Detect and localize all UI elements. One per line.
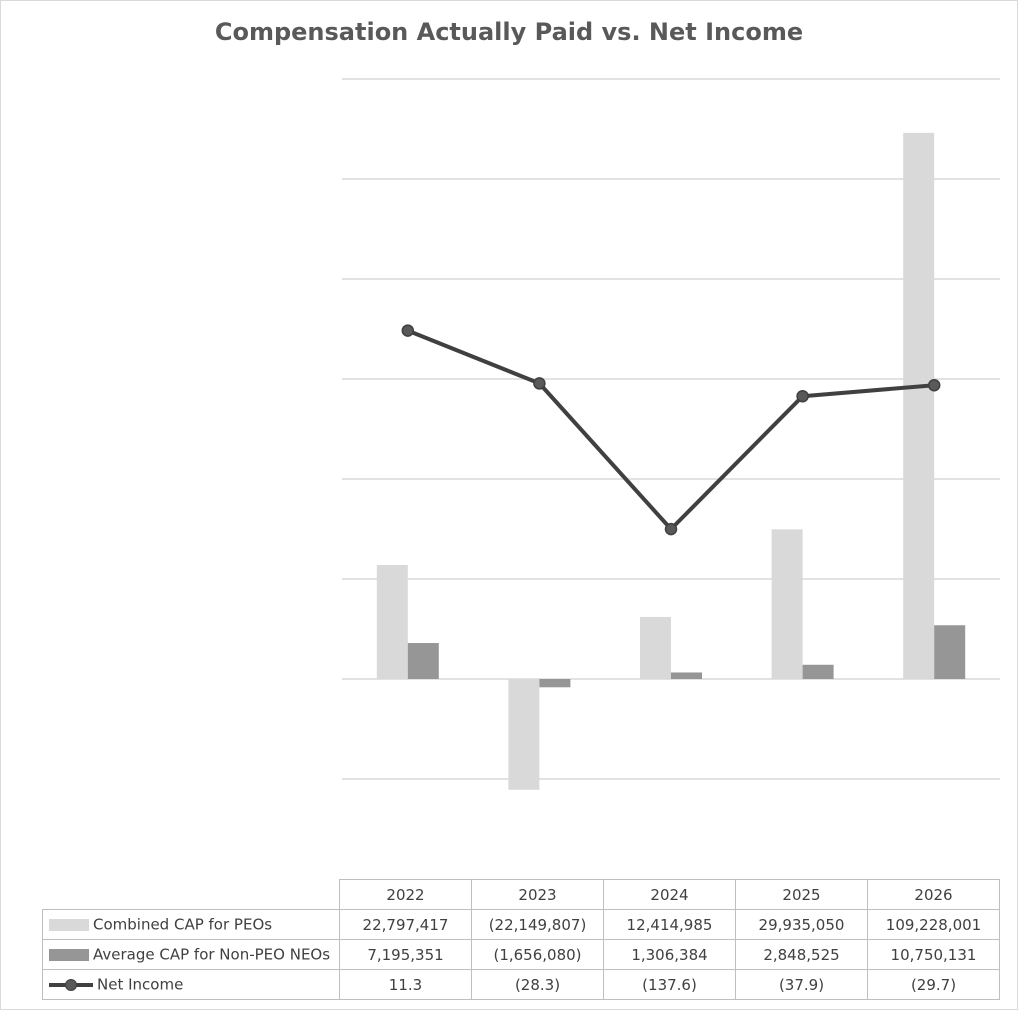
table-header-row: 2022 2023 2024 2025 2026 [42,879,1000,910]
year-header-2025: 2025 [735,879,868,910]
bar-combined-cap-2025 [771,529,803,679]
bar-average-cap-2025 [802,664,834,679]
table-row-combined-cap: Combined CAP for PEOs 22,797,417 (22,149… [42,909,1000,940]
chart-title: Compensation Actually Paid vs. Net Incom… [214,18,804,46]
data-label: 7,195,351 [339,939,472,970]
legend-average-cap: Average CAP for Non-PEO NEOs [42,939,340,970]
net-income-point-2026 [927,379,941,392]
year-header-2023: 2023 [471,879,604,910]
data-label: (28.3) [471,969,604,1000]
data-label: 109,228,001 [867,909,1000,940]
year-header-2026: 2026 [867,879,1000,910]
data-label: (22,149,807) [471,909,604,940]
data-label: 29,935,050 [735,909,868,940]
net-income-point-2024 [664,522,678,536]
net-income-point-2023 [533,377,546,390]
year-header-2024: 2024 [603,879,736,910]
net-income-line [407,328,935,532]
net-income-point-2022 [401,324,415,337]
data-table: 2022 2023 2024 2025 2026 Combined CAP fo… [42,879,1000,1000]
bar-average-cap-2024 [671,672,702,679]
legend-swatch-light-gray [49,918,89,931]
data-label: 1,306,384 [603,939,736,970]
table-row-net-income: Net Income 11.3 (28.3) (137.6) (37.9) (2… [42,969,1000,1000]
data-label: 11.3 [339,969,472,1000]
bar-combined-cap-2026 [903,132,935,680]
data-label: 10,750,131 [867,939,1000,970]
legend-label: Combined CAP for PEOs [93,915,273,934]
data-label: (37.9) [735,969,868,1000]
data-label: 12,414,985 [603,909,736,940]
data-label: (1,656,080) [471,939,604,970]
bar-combined-cap-2023 [508,679,540,790]
table-corner [42,879,340,910]
legend-combined-cap: Combined CAP for PEOs [42,909,340,940]
bar-average-cap-2026 [934,625,966,679]
data-label: (137.6) [603,969,736,1000]
legend-line-marker-icon [49,978,93,992]
bar-combined-cap-2022 [376,565,408,679]
year-header-2022: 2022 [339,879,472,910]
data-label: 22,797,417 [339,909,472,940]
bar-combined-cap-2024 [640,616,671,679]
bar-average-cap-2022 [407,643,439,679]
data-label: (29.7) [867,969,1000,1000]
table-row-average-cap: Average CAP for Non-PEO NEOs 7,195,351 (… [42,939,1000,970]
legend-label: Average CAP for Non-PEO NEOs [93,945,331,964]
net-income-point-2025 [796,389,809,403]
legend-net-income: Net Income [42,969,340,1000]
bar-average-cap-2023 [539,679,571,688]
legend-swatch-dark-gray [49,948,89,961]
data-label: 2,848,525 [735,939,868,970]
legend-label: Net Income [97,975,184,994]
